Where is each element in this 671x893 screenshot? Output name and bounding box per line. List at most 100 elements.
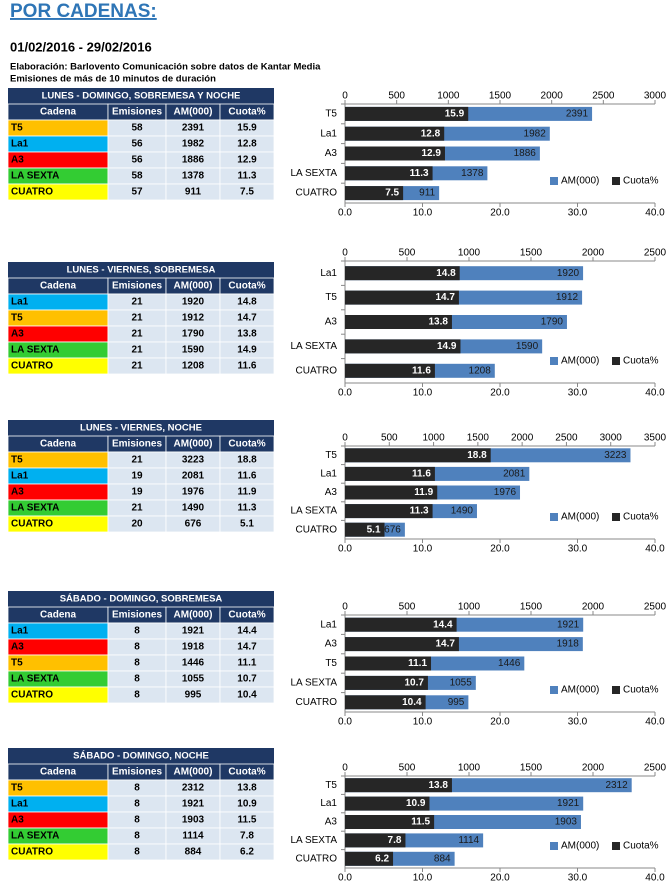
data-label: 1055: [450, 678, 473, 689]
bar: [345, 851, 394, 866]
category-label: CUATRO: [296, 365, 338, 376]
data-label: 1790: [541, 317, 564, 328]
x-tick-label: 0: [342, 433, 348, 444]
cell-value: 1921: [182, 626, 205, 637]
bar: [345, 186, 404, 201]
cell-value: 20: [131, 519, 143, 530]
x-tick-label: 1500: [520, 763, 543, 774]
x2-tick-label: 40.0: [645, 873, 665, 884]
cell-value: 56: [131, 139, 143, 150]
x2-tick-label: 0.0: [338, 873, 352, 884]
x-tick-label: 2500: [644, 248, 667, 259]
bar: [345, 339, 461, 354]
category-label: LA SEXTA: [290, 506, 337, 517]
data-label: 1920: [557, 268, 580, 279]
cell-value: 1976: [182, 487, 205, 498]
legend-swatch: [550, 357, 558, 365]
x-tick-label: 2000: [582, 763, 605, 774]
cell-value: 1886: [182, 155, 205, 166]
channel-name: T5: [11, 658, 23, 669]
table-title: LUNES - VIERNES, NOCHE: [80, 423, 202, 434]
cell-value: 1490: [182, 503, 205, 514]
data-label: 14.9: [437, 341, 457, 352]
category-label: CUATRO: [296, 524, 338, 535]
table-cell: [219, 843, 275, 861]
x-tick-label: 1500: [467, 433, 490, 444]
channel-name: T5: [11, 123, 23, 134]
x2-tick-label: 0.0: [338, 544, 352, 555]
cell-value: 1921: [182, 799, 205, 810]
cell-value: 11.6: [238, 471, 257, 482]
x-tick-label: 1000: [458, 602, 481, 613]
channel-name: La1: [11, 139, 29, 150]
legend-label: Cuota%: [623, 176, 659, 187]
bar: [345, 126, 445, 141]
cell-value: 58: [131, 171, 143, 182]
data-label: 1114: [458, 835, 479, 846]
cell-value: 1903: [182, 815, 205, 826]
channel-name: CUATRO: [11, 690, 53, 701]
header-label: Emisiones: [112, 107, 162, 118]
bar: [345, 656, 432, 671]
data-label: 1446: [498, 658, 521, 669]
cell-value: 8: [134, 658, 140, 669]
cell-value: 15.9: [237, 123, 257, 134]
channel-name: LA SEXTA: [11, 345, 59, 356]
cell-value: 12.8: [237, 139, 257, 150]
header-label: Cadena: [40, 439, 77, 450]
category-label: La1: [320, 798, 337, 809]
bar: [345, 266, 460, 281]
category-label: La1: [320, 469, 337, 480]
cell-value: 911: [185, 187, 202, 198]
x-tick-label: 500: [399, 602, 416, 613]
table-cell: [7, 654, 109, 672]
channel-name: A3: [11, 155, 24, 166]
cell-value: 2391: [182, 123, 205, 134]
x-tick-label: 0: [342, 248, 348, 259]
x-tick-label: 3500: [644, 433, 667, 444]
legend-label: AM(000): [561, 685, 599, 696]
legend-swatch: [550, 177, 558, 185]
x-tick-label: 2500: [644, 763, 667, 774]
table-title-bg: [8, 748, 274, 764]
cell-value: 13.8: [237, 329, 257, 340]
cell-value: 8: [134, 783, 140, 794]
date-range: 01/02/2016 - 29/02/2016: [10, 39, 152, 54]
data-label: 2312: [605, 780, 628, 791]
x2-tick-label: 30.0: [568, 388, 588, 399]
data-label: 15.9: [445, 109, 465, 120]
channel-name: T5: [11, 455, 23, 466]
x2-tick-label: 30.0: [568, 208, 588, 219]
cell-value: 11.5: [238, 815, 257, 826]
x-tick-label: 2500: [555, 433, 578, 444]
channel-name: La1: [11, 626, 29, 637]
bar: [345, 146, 445, 161]
data-label: 1918: [557, 639, 580, 650]
x2-tick-label: 0.0: [338, 388, 352, 399]
cell-value: 11.3: [238, 171, 257, 182]
bar: [345, 504, 433, 519]
cell-value: 7.8: [240, 831, 254, 842]
bar: [345, 166, 433, 181]
legend-label: Cuota%: [623, 356, 659, 367]
channel-name: T5: [11, 313, 23, 324]
cell-value: 1446: [182, 658, 205, 669]
data-label: 1903: [555, 817, 578, 828]
x2-tick-label: 30.0: [568, 873, 588, 884]
cell-value: 8: [134, 799, 140, 810]
data-label: 911: [419, 188, 435, 199]
cell-value: 676: [185, 519, 202, 530]
bar: [345, 617, 457, 632]
data-label: 11.3: [410, 506, 429, 517]
cell-value: 1790: [182, 329, 205, 340]
cell-value: 8: [134, 847, 140, 858]
channel-name: La1: [11, 799, 29, 810]
cell-value: 12.9: [237, 155, 257, 166]
header-label: Cuota%: [228, 107, 265, 118]
header-label: Cadena: [40, 281, 77, 292]
table-cell: [7, 451, 109, 469]
table-cell: [7, 779, 109, 797]
cell-value: 21: [131, 313, 143, 324]
